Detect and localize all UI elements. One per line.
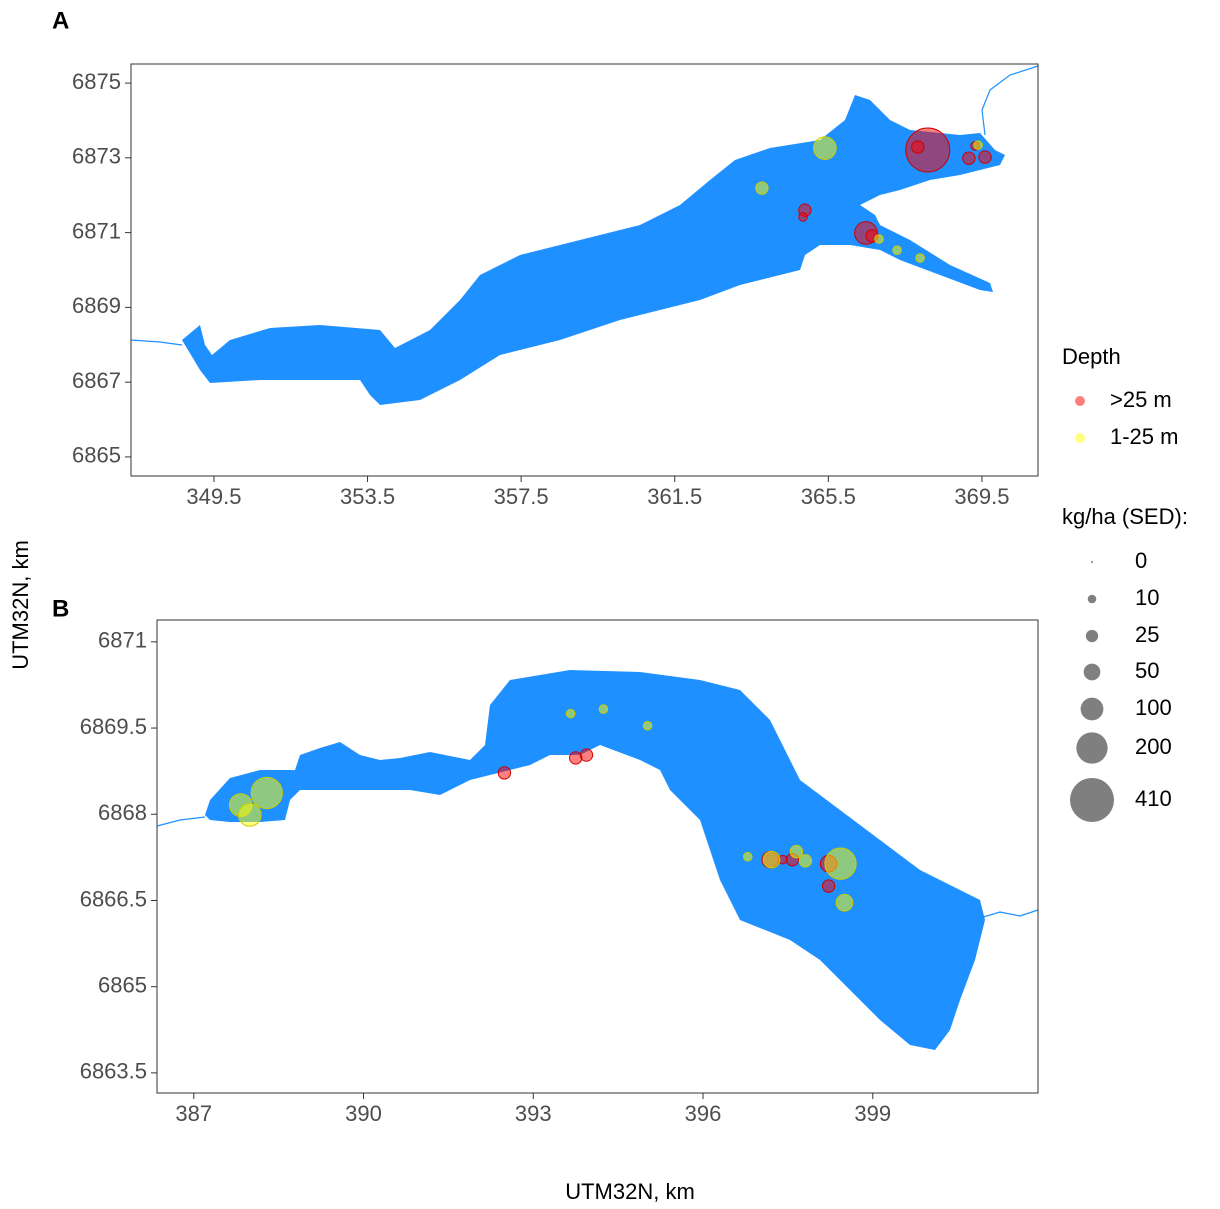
lake-b	[156, 670, 1039, 1050]
x-tick-label: 349.5	[186, 484, 241, 509]
y-tick-label: 6873	[72, 144, 121, 169]
legend-title: Depth	[1062, 344, 1121, 369]
sample-point	[642, 720, 653, 731]
sample-point	[497, 766, 512, 780]
size-label: 200	[1135, 734, 1172, 759]
sample-point	[915, 253, 925, 263]
size-key	[1076, 732, 1108, 764]
river	[981, 65, 1039, 136]
y-tick-label: 6869.5	[80, 714, 147, 739]
x-tick-label: 387	[175, 1101, 212, 1126]
lake-a	[130, 65, 1039, 405]
sample-point	[892, 245, 902, 255]
y-tick-label: 6871	[72, 218, 121, 243]
size-key	[1085, 629, 1099, 643]
y-tick-label: 6865	[98, 972, 147, 997]
size-key	[1083, 663, 1101, 681]
size-label: 50	[1135, 658, 1159, 683]
sample-point	[579, 748, 594, 762]
sample-point	[978, 150, 992, 164]
x-tick-label: 361.5	[647, 484, 702, 509]
y-tick-label: 6875	[72, 69, 121, 94]
y-tick-label: 6868	[98, 800, 147, 825]
y-tick-label: 6867	[72, 368, 121, 393]
sample-point	[762, 850, 781, 869]
y-tick-label: 6863.5	[80, 1059, 147, 1084]
legend-key	[1075, 433, 1085, 443]
river	[130, 339, 183, 346]
x-tick-label: 357.5	[494, 484, 549, 509]
y-tick-label: 6869	[72, 293, 121, 318]
sample-point	[237, 802, 262, 827]
sample-point	[755, 181, 769, 195]
size-label: 25	[1135, 622, 1159, 647]
size-label: 0	[1135, 548, 1147, 573]
sample-point	[905, 127, 951, 173]
plot-border	[130, 63, 1039, 477]
sample-point	[911, 140, 925, 154]
size-label: 410	[1135, 786, 1172, 811]
size-label: 10	[1135, 585, 1159, 610]
legend-label: 1-25 m	[1110, 424, 1178, 449]
sample-point	[598, 704, 609, 714]
x-tick-label: 396	[685, 1101, 722, 1126]
x-tick-label: 369.5	[954, 484, 1009, 509]
x-tick-label: 365.5	[801, 484, 856, 509]
river	[979, 909, 1039, 919]
x-tick-label: 393	[515, 1101, 552, 1126]
sample-point	[973, 140, 983, 150]
sample-point	[798, 212, 808, 222]
sample-point	[813, 136, 837, 160]
sample-point	[874, 234, 884, 244]
y-tick-label: 6871	[98, 628, 147, 653]
sample-point	[962, 151, 976, 165]
sample-point	[789, 844, 804, 859]
x-tick-label: 390	[345, 1101, 382, 1126]
size-key	[1070, 778, 1114, 822]
sample-point	[824, 847, 857, 880]
plot-border	[156, 619, 1039, 1094]
lake	[182, 95, 1005, 405]
sample-point	[798, 854, 813, 868]
legend-key	[1075, 396, 1085, 406]
legend-label: >25 m	[1110, 387, 1172, 412]
x-tick-label: 399	[854, 1101, 891, 1126]
y-axis-label: UTM32N, km	[8, 540, 33, 670]
size-key	[1091, 561, 1093, 563]
x-tick-label: 353.5	[340, 484, 395, 509]
size-label: 100	[1135, 695, 1172, 720]
sample-point	[742, 852, 753, 862]
size-key	[1087, 594, 1097, 604]
panel-label: A	[52, 7, 69, 34]
sample-point	[835, 893, 854, 912]
legend-title: kg/ha (SED):	[1062, 504, 1188, 529]
lake	[205, 670, 985, 1050]
size-key	[1080, 697, 1104, 721]
y-tick-label: 6865	[72, 443, 121, 468]
panel-label: B	[52, 595, 69, 622]
river	[156, 816, 206, 827]
sample-point	[250, 776, 283, 810]
y-tick-label: 6866.5	[80, 886, 147, 911]
sample-point	[565, 708, 576, 719]
x-axis-label: UTM32N, km	[565, 1179, 695, 1204]
sample-point	[821, 879, 836, 893]
